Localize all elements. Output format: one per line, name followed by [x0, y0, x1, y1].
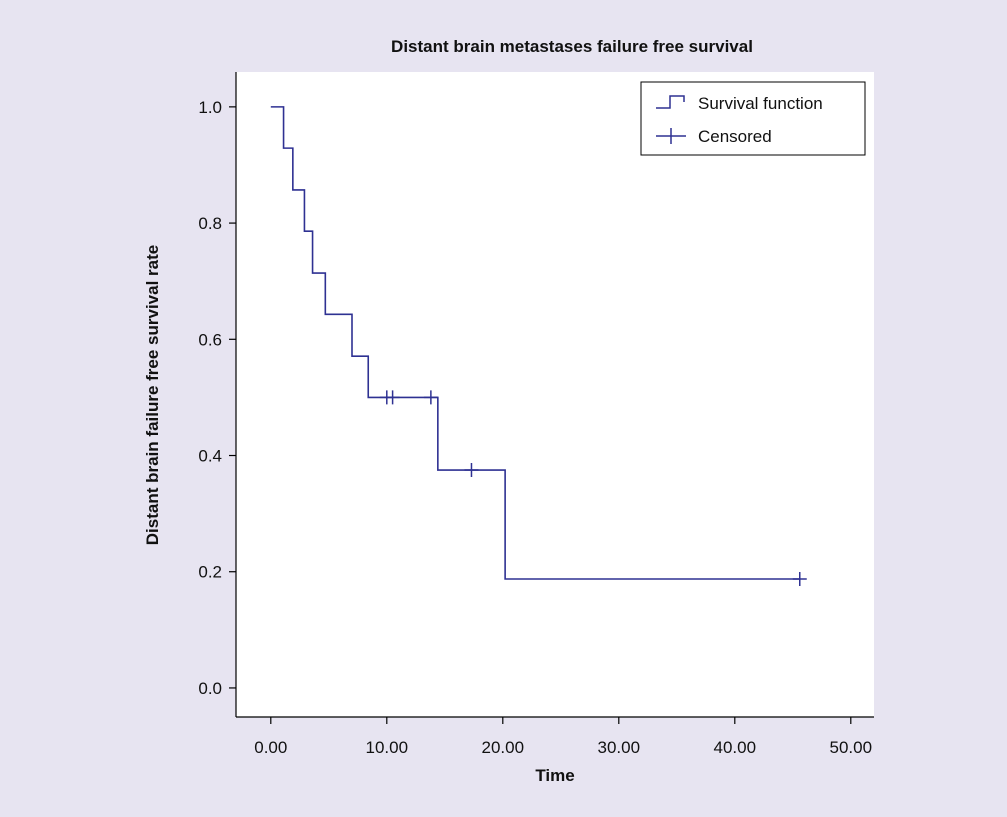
x-tick-label: 40.00	[714, 738, 757, 757]
x-tick-label: 20.00	[482, 738, 525, 757]
legend: Survival function Censored	[640, 81, 866, 156]
legend-label-censored: Censored	[698, 127, 772, 146]
legend-step-icon	[656, 95, 685, 109]
series-layer	[270, 106, 807, 586]
plot-area	[236, 72, 874, 717]
censored-mark	[464, 463, 479, 478]
y-axis-title: Distant brain failure free survival rate	[143, 245, 162, 545]
legend-label-survival: Survival function	[698, 94, 823, 113]
x-axis-title: Time	[535, 766, 574, 785]
x-tick-label: 50.00	[830, 738, 873, 757]
legend-cross-icon	[656, 128, 686, 144]
chart-title: Distant brain metastases failure free su…	[391, 37, 753, 56]
survival-function-line	[270, 106, 800, 580]
censored-mark	[423, 390, 438, 405]
y-tick-label: 0.6	[198, 330, 222, 349]
x-axis-ticks: 0.00 10.00 20.00 30.00 40.00 50.00	[254, 717, 872, 757]
y-tick-label: 0.8	[198, 214, 222, 233]
y-tick-label: 0.0	[198, 679, 222, 698]
x-tick-label: 30.00	[598, 738, 641, 757]
y-axis-ticks: 0.0 0.2 0.4 0.6 0.8 1.0	[198, 98, 236, 698]
x-tick-label: 0.00	[254, 738, 287, 757]
y-tick-label: 0.2	[198, 563, 222, 582]
y-tick-label: 0.4	[198, 447, 222, 466]
y-tick-label: 1.0	[198, 98, 222, 117]
censored-mark	[385, 390, 400, 405]
x-tick-label: 10.00	[366, 738, 409, 757]
censored-mark	[792, 571, 807, 586]
legend-box	[640, 81, 866, 156]
